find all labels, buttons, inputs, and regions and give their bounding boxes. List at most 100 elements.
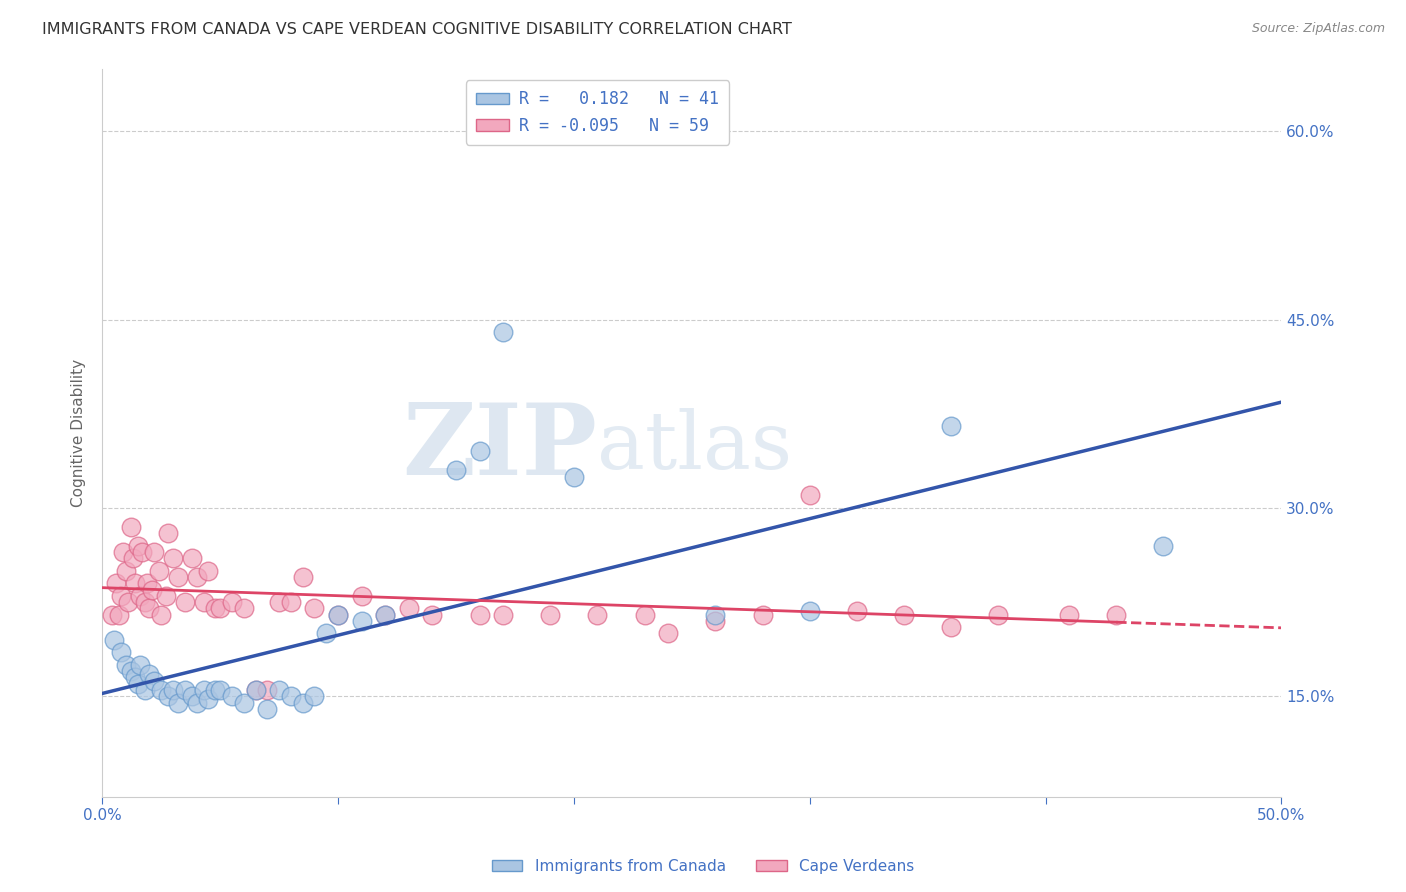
Text: IMMIGRANTS FROM CANADA VS CAPE VERDEAN COGNITIVE DISABILITY CORRELATION CHART: IMMIGRANTS FROM CANADA VS CAPE VERDEAN C… — [42, 22, 792, 37]
Point — [280, 690, 302, 704]
Point — [105, 576, 128, 591]
Point — [180, 690, 202, 704]
Point — [492, 325, 515, 339]
Point — [799, 604, 821, 618]
Point — [232, 601, 254, 615]
Point — [112, 545, 135, 559]
Point — [129, 589, 152, 603]
Point — [280, 595, 302, 609]
Point — [120, 520, 142, 534]
Point — [245, 683, 267, 698]
Point — [204, 601, 226, 615]
Point — [893, 607, 915, 622]
Point — [374, 607, 396, 622]
Point — [131, 545, 153, 559]
Point — [204, 683, 226, 698]
Legend: R =   0.182   N = 41, R = -0.095   N = 59: R = 0.182 N = 41, R = -0.095 N = 59 — [465, 80, 730, 145]
Point — [799, 488, 821, 502]
Point — [117, 595, 139, 609]
Point — [941, 419, 963, 434]
Point — [100, 607, 122, 622]
Point — [162, 551, 184, 566]
Point — [173, 595, 195, 609]
Text: Source: ZipAtlas.com: Source: ZipAtlas.com — [1251, 22, 1385, 36]
Point — [110, 589, 132, 603]
Point — [124, 576, 146, 591]
Point — [987, 607, 1010, 622]
Point — [114, 564, 136, 578]
Text: ZIP: ZIP — [402, 399, 598, 496]
Point — [209, 601, 232, 615]
Point — [127, 539, 149, 553]
Point — [120, 664, 142, 678]
Point — [134, 595, 156, 609]
Point — [180, 551, 202, 566]
Point — [633, 607, 655, 622]
Point — [704, 607, 727, 622]
Point — [221, 595, 243, 609]
Point — [291, 570, 314, 584]
Point — [1105, 607, 1128, 622]
Point — [209, 683, 232, 698]
Point — [422, 607, 444, 622]
Point — [245, 683, 267, 698]
Point — [374, 607, 396, 622]
Point — [138, 601, 160, 615]
Point — [134, 683, 156, 698]
Point — [586, 607, 609, 622]
Point — [1057, 607, 1080, 622]
Point — [186, 696, 208, 710]
Point — [138, 666, 160, 681]
Point — [103, 632, 125, 647]
Point — [256, 702, 278, 716]
Point — [267, 683, 290, 698]
Point — [657, 626, 679, 640]
Point — [267, 595, 290, 609]
Y-axis label: Cognitive Disability: Cognitive Disability — [72, 359, 86, 507]
Point — [751, 607, 773, 622]
Point — [291, 696, 314, 710]
Point — [173, 683, 195, 698]
Point — [398, 601, 420, 615]
Point — [110, 645, 132, 659]
Point — [148, 564, 170, 578]
Point — [157, 526, 180, 541]
Point — [704, 614, 727, 628]
Point — [444, 463, 467, 477]
Point — [468, 607, 491, 622]
Point — [122, 551, 145, 566]
Point — [166, 570, 188, 584]
Point — [1153, 539, 1175, 553]
Point — [326, 607, 349, 622]
Point — [350, 589, 373, 603]
Legend: Immigrants from Canada, Cape Verdeans: Immigrants from Canada, Cape Verdeans — [485, 853, 921, 880]
Point — [315, 626, 337, 640]
Point — [107, 607, 129, 622]
Point — [350, 614, 373, 628]
Point — [155, 589, 177, 603]
Point — [141, 582, 163, 597]
Point — [157, 690, 180, 704]
Point — [143, 674, 166, 689]
Point — [114, 657, 136, 672]
Point — [136, 576, 159, 591]
Point — [129, 657, 152, 672]
Point — [197, 564, 219, 578]
Point — [186, 570, 208, 584]
Point — [304, 601, 326, 615]
Point — [193, 595, 215, 609]
Point — [562, 469, 585, 483]
Point — [150, 607, 173, 622]
Point — [197, 691, 219, 706]
Point — [845, 604, 868, 618]
Point — [256, 683, 278, 698]
Point — [468, 444, 491, 458]
Point — [166, 696, 188, 710]
Point — [492, 607, 515, 622]
Point — [941, 620, 963, 634]
Point — [232, 696, 254, 710]
Point — [150, 683, 173, 698]
Point — [162, 683, 184, 698]
Point — [193, 683, 215, 698]
Point — [221, 690, 243, 704]
